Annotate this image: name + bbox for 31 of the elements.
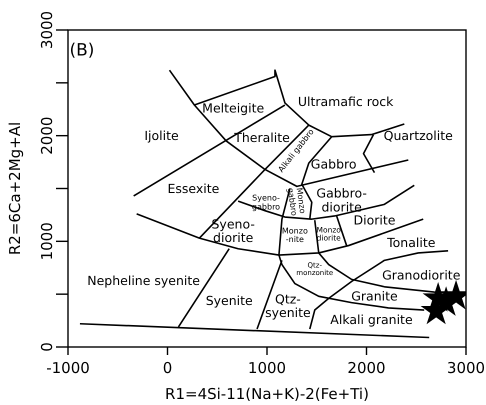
annotation: Granite [351, 288, 398, 304]
y-tick-label: 3000 [38, 10, 56, 50]
x-tick-label: 2000 [347, 359, 386, 377]
annotation: Diorite [353, 212, 396, 228]
annotation: Alkali granite [330, 312, 413, 327]
annotation: Ijolite [144, 128, 180, 144]
annotation: (B) [69, 40, 94, 61]
annotation: Syeno- diorite [212, 216, 255, 246]
annotation: Syenite [206, 292, 253, 308]
annotation: Quartzolite [384, 128, 454, 144]
annotation: Monzo -nite [282, 226, 308, 244]
annotation: Qtz- syenite [265, 291, 311, 320]
annotation: Tonalite [386, 234, 436, 250]
annotation: Gabbro [310, 156, 357, 172]
annotation: Essexite [167, 180, 220, 196]
x-tick-label: 0 [162, 359, 172, 377]
x-axis-title: R1=4Si-11(Na+K)-2(Fe+Ti) [165, 385, 369, 403]
x-tick-label: 3000 [446, 359, 486, 377]
annotation: Nepheline syenite [87, 272, 200, 288]
x-tick-label: -1000 [46, 359, 90, 377]
y-tick-label: 2000 [38, 116, 56, 155]
annotation: Monzo gabbro [286, 187, 308, 216]
annotation: Granodiorite [382, 268, 461, 283]
y-tick-label: 1000 [38, 222, 56, 260]
x-tick-label: 1000 [248, 359, 286, 377]
y-axis-title: R2=6Ca+2Mg+Al [6, 122, 24, 256]
annotation: Gabbro- diorite [316, 186, 367, 214]
y-tick-label: 0 [38, 342, 56, 352]
annotation: Melteigite [202, 100, 264, 116]
annotation: Ultramafic rock [298, 94, 394, 110]
annotation: Theralite [233, 130, 290, 146]
